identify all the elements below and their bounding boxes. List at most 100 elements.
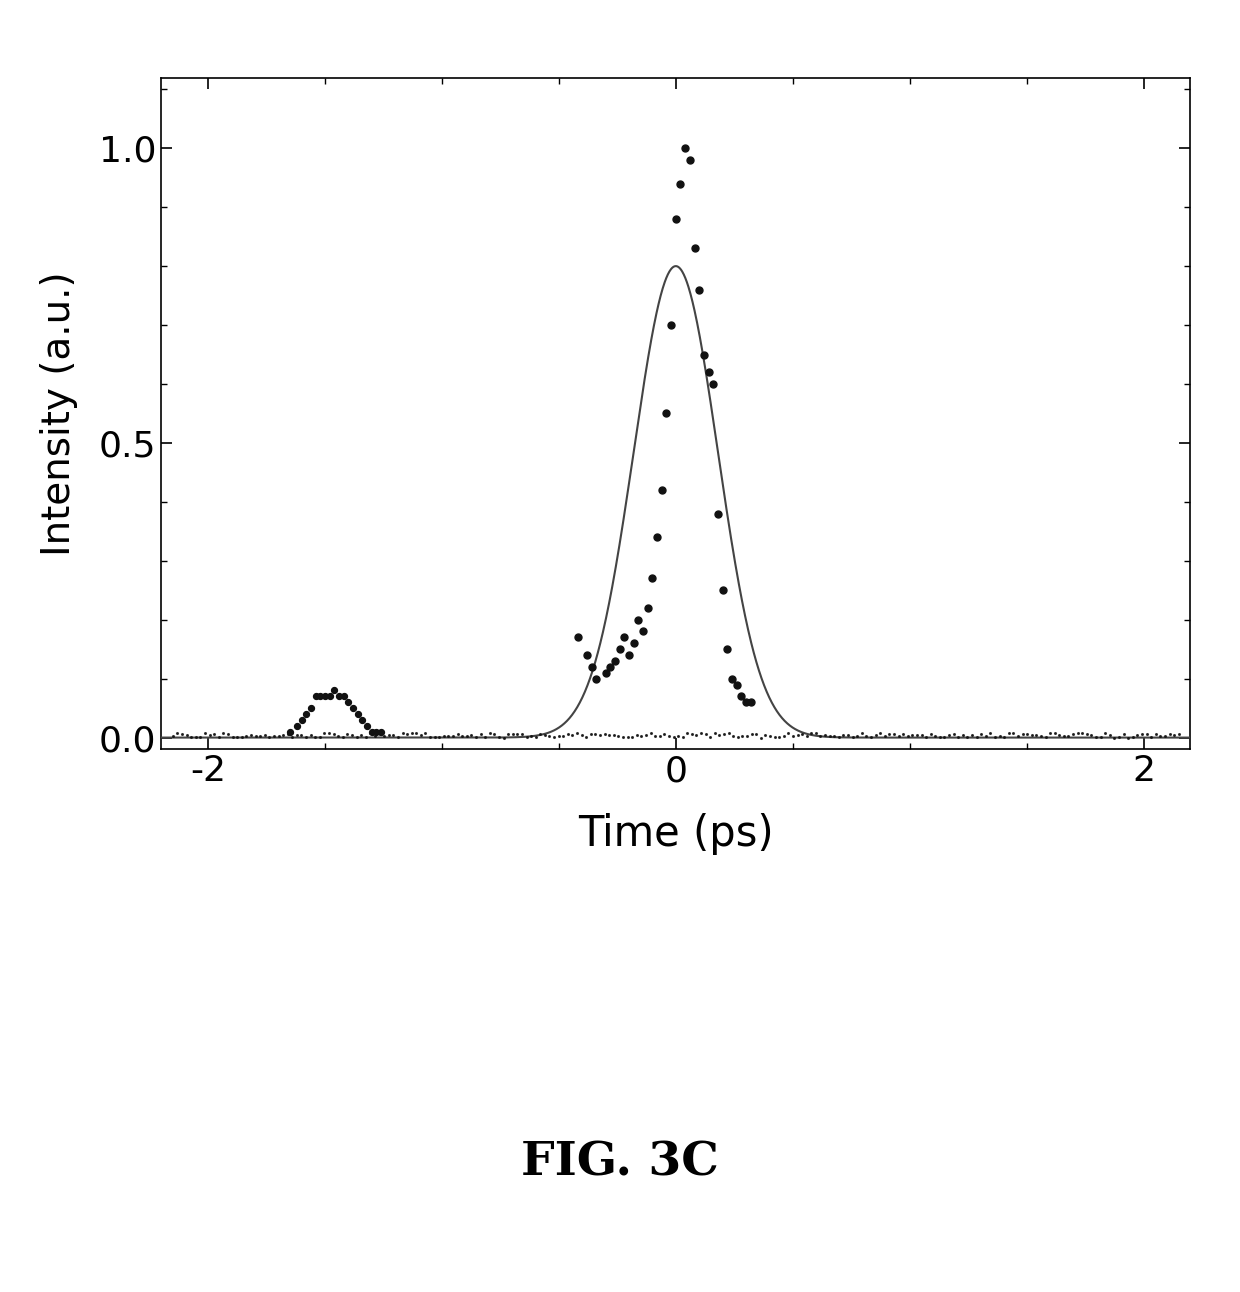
- Point: [325, 680, 345, 700]
- Point: [613, 727, 632, 748]
- Point: [286, 716, 306, 736]
- Point: [1151, 726, 1171, 747]
- Point: [636, 725, 656, 745]
- Y-axis label: Intensity (a.u.): Intensity (a.u.): [40, 271, 78, 556]
- Point: [746, 724, 766, 744]
- Point: [590, 725, 610, 745]
- Point: [728, 726, 748, 747]
- Point: [489, 726, 508, 747]
- Point: [388, 726, 408, 747]
- Point: [857, 726, 877, 747]
- Point: [526, 726, 546, 747]
- Point: [343, 698, 363, 718]
- Point: [1059, 726, 1079, 747]
- Point: [315, 722, 335, 743]
- Point: [661, 315, 681, 336]
- Point: [906, 725, 926, 745]
- Point: [296, 704, 316, 725]
- Point: [439, 725, 459, 745]
- Point: [1123, 726, 1143, 747]
- Point: [534, 725, 554, 745]
- Point: [801, 722, 821, 743]
- Point: [671, 173, 691, 194]
- Point: [291, 725, 311, 745]
- Point: [717, 638, 737, 659]
- Point: [673, 726, 693, 747]
- Point: [701, 726, 720, 747]
- Point: [1081, 725, 1101, 745]
- Point: [407, 724, 427, 744]
- Point: [957, 726, 977, 747]
- Point: [668, 726, 688, 747]
- Point: [232, 726, 252, 747]
- Point: [1100, 725, 1120, 745]
- Point: [475, 727, 495, 748]
- Point: [1141, 726, 1161, 747]
- Point: [568, 627, 588, 647]
- Point: [195, 724, 215, 744]
- Point: [779, 722, 799, 743]
- Point: [811, 726, 831, 747]
- Point: [656, 403, 676, 424]
- Point: [434, 726, 454, 747]
- Point: [1040, 724, 1060, 744]
- Point: [971, 724, 991, 744]
- Point: [614, 627, 634, 647]
- Point: [1095, 724, 1115, 744]
- Point: [833, 725, 853, 745]
- Point: [642, 568, 662, 589]
- Point: [286, 725, 306, 745]
- Point: [1154, 726, 1174, 747]
- Point: [985, 726, 1004, 747]
- Point: [709, 725, 729, 745]
- Point: [884, 724, 904, 744]
- Point: [280, 721, 300, 742]
- Point: [162, 726, 182, 747]
- Point: [1114, 724, 1133, 744]
- Point: [301, 698, 321, 718]
- Point: [687, 725, 707, 745]
- Point: [792, 724, 812, 744]
- Point: [558, 724, 578, 744]
- Point: [930, 726, 950, 747]
- Point: [631, 726, 651, 747]
- Point: [852, 724, 872, 744]
- Point: [186, 726, 206, 747]
- Point: [410, 725, 430, 745]
- Point: [637, 598, 657, 619]
- Point: [1146, 724, 1166, 744]
- Point: [466, 726, 486, 747]
- Point: [843, 727, 863, 748]
- Point: [301, 725, 321, 745]
- Point: [652, 479, 672, 500]
- Point: [916, 727, 936, 748]
- Point: [755, 725, 775, 745]
- Point: [319, 722, 339, 743]
- Point: [367, 721, 387, 742]
- Point: [512, 724, 532, 744]
- Point: [456, 726, 476, 747]
- Point: [1127, 725, 1147, 745]
- Point: [305, 726, 325, 747]
- Point: [645, 726, 665, 747]
- Point: [698, 362, 718, 382]
- Point: [200, 725, 219, 745]
- Point: [870, 722, 890, 743]
- Point: [352, 709, 372, 730]
- Point: [181, 726, 201, 747]
- X-axis label: Time (ps): Time (ps): [578, 813, 774, 855]
- Point: [383, 725, 403, 745]
- Point: [1073, 724, 1092, 744]
- Point: [680, 150, 699, 171]
- Point: [167, 722, 187, 743]
- Point: [498, 724, 518, 744]
- Point: [485, 724, 505, 744]
- Point: [329, 686, 348, 707]
- Point: [921, 724, 941, 744]
- Point: [332, 727, 352, 748]
- Point: [708, 504, 728, 525]
- Point: [723, 726, 743, 747]
- Point: [935, 727, 955, 748]
- Point: [595, 663, 615, 683]
- Point: [599, 725, 619, 745]
